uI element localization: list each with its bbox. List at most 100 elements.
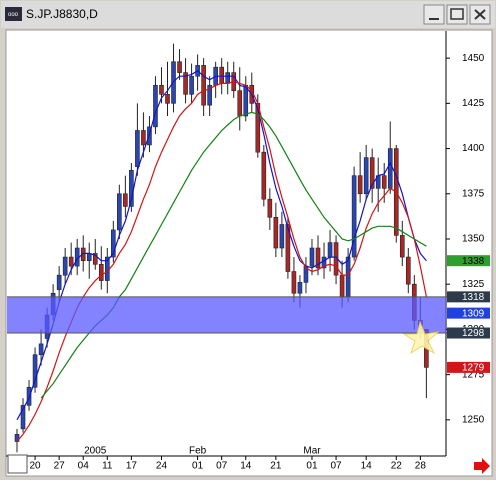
month-label: Mar: [303, 446, 321, 457]
close-button[interactable]: [469, 4, 491, 25]
candle-body: [243, 84, 249, 117]
price-marker-label: 1309: [462, 308, 485, 319]
candle-body: [86, 253, 92, 261]
price-marker: [447, 327, 490, 339]
candle-body: [177, 61, 182, 73]
candle-body: [363, 157, 369, 195]
y-tick-label: 1325: [462, 279, 485, 290]
candle-body: [68, 256, 74, 267]
candle-body: [339, 274, 345, 298]
x-tick-label: 24: [156, 461, 168, 472]
x-tick-label: 01: [306, 461, 318, 472]
candle-body: [141, 130, 146, 146]
candle-body: [80, 247, 86, 261]
price-marker-label: 1298: [462, 328, 485, 339]
x-tick-label: 14: [240, 461, 252, 472]
plot: [7, 43, 490, 453]
candle-body: [309, 247, 315, 267]
price-marker-label: 1318: [462, 292, 485, 303]
window-icon[interactable]: [5, 7, 22, 21]
candle-body: [201, 65, 206, 106]
candle-body: [189, 75, 194, 95]
candle-body: [183, 72, 188, 95]
x-tick-label: 07: [330, 461, 342, 472]
candle-body: [153, 84, 158, 128]
y-tick-label: 1350: [462, 234, 485, 245]
candle-body: [261, 151, 267, 200]
price-marker: [447, 361, 490, 373]
candle-body: [369, 157, 375, 189]
price-band: [7, 296, 446, 334]
candle-body: [147, 126, 152, 146]
y-tick-label: 1250: [462, 414, 485, 425]
candle-body: [62, 256, 68, 276]
x-tick-label: 14: [361, 461, 373, 472]
window-title: S.JP.J8830,D: [26, 7, 98, 21]
candle-body: [327, 242, 333, 258]
candle-body: [219, 66, 224, 84]
x-tick-label: 27: [54, 461, 66, 472]
icon-glyph: ooo: [8, 12, 19, 18]
price-marker-label: 1279: [462, 363, 485, 374]
candle-body: [381, 175, 387, 189]
y-tick-label: 1425: [462, 98, 485, 109]
scroll-arrow[interactable]: [474, 458, 490, 474]
corner-box[interactable]: [7, 454, 28, 474]
candle-body: [285, 224, 291, 272]
candle-body: [357, 175, 363, 195]
candle-body: [135, 130, 140, 167]
candle-body: [399, 235, 405, 258]
moving-average: [16, 80, 427, 442]
y-tick-label: 1275: [462, 369, 485, 380]
x-tick-label: 17: [126, 461, 138, 472]
candle-body: [20, 405, 26, 430]
candle-body: [32, 354, 38, 388]
candle-body: [297, 282, 303, 294]
price-marker-label: 1338: [462, 256, 485, 267]
candle-body: [92, 253, 98, 265]
y-tick-label: 1375: [462, 188, 485, 199]
candle-body: [237, 90, 243, 117]
x-tick-label: 28: [415, 461, 427, 472]
candle-body: [123, 193, 128, 207]
highlight-star: [402, 320, 440, 355]
maximize-button[interactable]: [446, 4, 468, 25]
x-tick-label: 20: [29, 461, 41, 472]
candle-body: [273, 216, 279, 249]
candle-body: [165, 93, 170, 104]
candle-body: [117, 193, 122, 231]
minimize-button[interactable]: [423, 4, 445, 25]
price-marker: [447, 307, 490, 319]
x-tick-label: 11: [102, 461, 113, 472]
candle-body: [315, 247, 321, 269]
x-tick-label: 01: [192, 461, 204, 472]
candle-body: [14, 433, 20, 442]
month-label: 2005: [84, 446, 107, 457]
price-marker: [447, 291, 490, 303]
title-bar: [1, 1, 495, 28]
candle-body: [38, 343, 44, 356]
candle-body: [387, 148, 393, 189]
candle-body: [405, 256, 411, 285]
candle-body: [56, 274, 62, 290]
candle-body: [267, 198, 273, 218]
candle-body: [351, 175, 357, 258]
candle-body: [225, 72, 230, 84]
x-tick-label: 04: [78, 461, 90, 472]
y-tick-label: 1400: [462, 143, 485, 154]
x-tick-label: 21: [270, 461, 282, 472]
candle-body: [159, 84, 164, 95]
candle-body: [291, 271, 297, 294]
candle-body: [111, 229, 116, 258]
candle-body: [207, 84, 212, 106]
y-tick-label: 1450: [462, 53, 485, 64]
candle-body: [345, 256, 351, 298]
month-label: Feb: [189, 446, 207, 457]
moving-average: [16, 70, 427, 421]
x-tick-label: 07: [216, 461, 228, 472]
x-tick-label: 22: [391, 461, 403, 472]
candle-body: [98, 263, 104, 281]
price-marker: [447, 255, 490, 267]
